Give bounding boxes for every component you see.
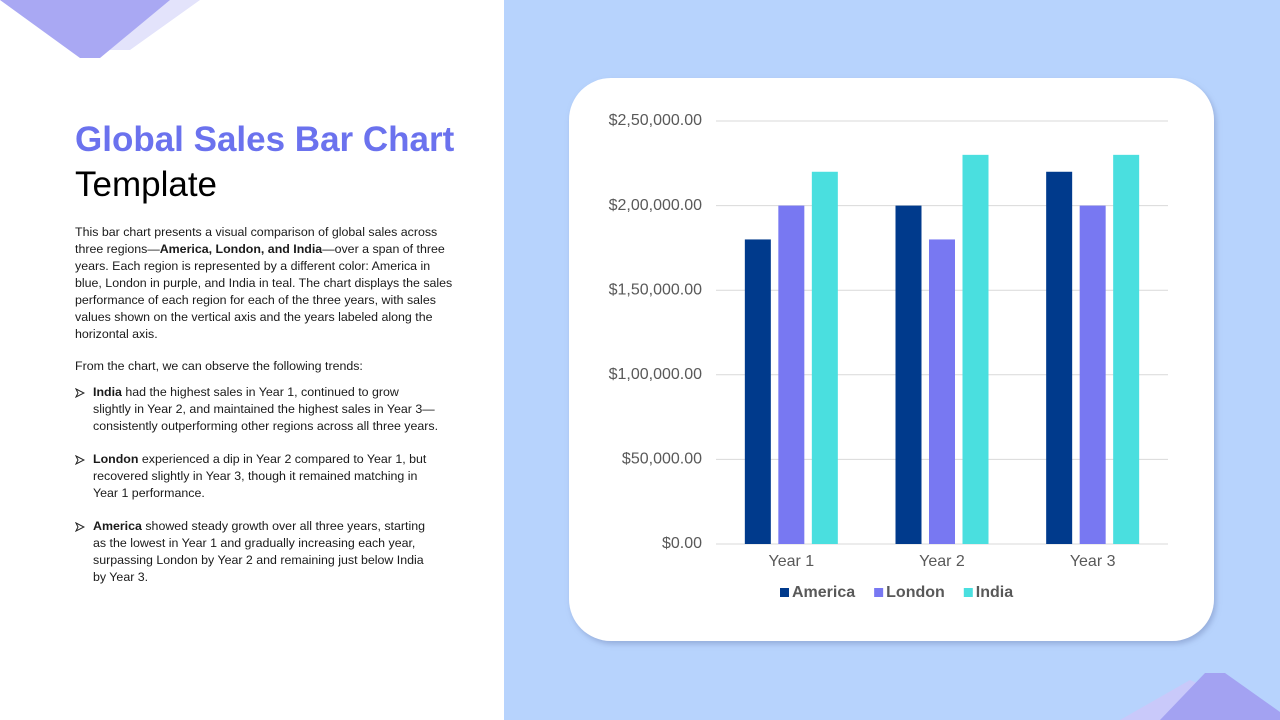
- y-tick-label: $2,00,000.00: [609, 197, 703, 214]
- y-tick-label: $1,50,000.00: [609, 281, 703, 298]
- trend-text: showed steady growth over all three year…: [93, 519, 425, 584]
- bullet-arrow: [75, 455, 85, 465]
- trend-text: had the highest sales in Year 1, continu…: [93, 385, 439, 433]
- decor-shape: [0, 0, 170, 58]
- legend-label: India: [976, 584, 1013, 601]
- slide-title: Global Sales Bar Chart Template: [75, 117, 455, 207]
- x-tick-label: Year 2: [919, 553, 965, 570]
- trend-subject: India: [93, 385, 122, 399]
- y-tick-label: $50,000.00: [622, 451, 702, 468]
- legend-swatch: [874, 588, 884, 597]
- bar: [1079, 205, 1106, 544]
- decor-shape: [1160, 673, 1280, 720]
- bullet-arrow: [75, 388, 85, 398]
- bar: [1046, 171, 1073, 544]
- y-tick-label: $0.00: [662, 535, 702, 552]
- y-tick-label: $2,50,000.00: [609, 112, 703, 129]
- bar: [744, 239, 771, 544]
- bar: [1113, 154, 1140, 544]
- bar: [895, 205, 922, 544]
- intro-paragraph: This bar chart presents a visual compari…: [75, 224, 457, 343]
- text: —over a span of three years. Each region…: [75, 242, 453, 341]
- title-rest: Template: [75, 165, 218, 204]
- title-highlight: Global Sales Bar Chart: [75, 120, 455, 159]
- text: This bar chart presents a visual compari…: [75, 225, 438, 256]
- legend-label: London: [886, 584, 945, 601]
- x-tick-label: Year 1: [768, 553, 814, 570]
- y-tick-label: $1,00,000.00: [609, 366, 703, 383]
- trend-item: London experienced a dip in Year 2 compa…: [75, 451, 440, 502]
- trends-intro: From the chart, we can observe the follo…: [75, 359, 363, 373]
- trend-text: experienced a dip in Year 2 compared to …: [93, 452, 427, 500]
- x-tick-label: Year 3: [1070, 553, 1116, 570]
- trend-item: India had the highest sales in Year 1, c…: [75, 384, 440, 435]
- bullet-arrow: [75, 522, 85, 532]
- bar: [962, 154, 989, 544]
- bar: [811, 171, 838, 544]
- trend-subject: London: [93, 452, 139, 466]
- bar: [929, 239, 955, 544]
- trend-list: India had the highest sales in Year 1, c…: [75, 384, 440, 602]
- trend-subject: America: [93, 519, 142, 533]
- bold-text: America, London, and India: [159, 242, 323, 256]
- legend-label: America: [792, 584, 855, 601]
- trend-item: America showed steady growth over all th…: [75, 518, 440, 586]
- legend-swatch: [963, 588, 973, 597]
- bar: [778, 205, 805, 544]
- legend-swatch: [780, 588, 789, 597]
